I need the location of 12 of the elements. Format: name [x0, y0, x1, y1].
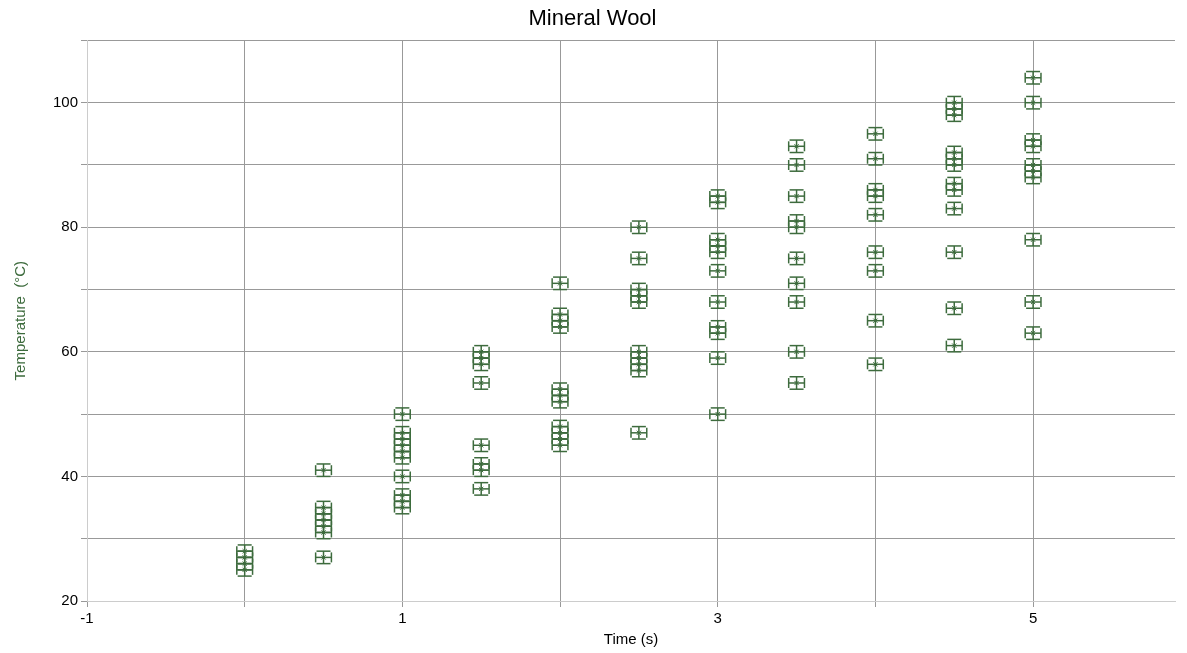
chart-title: Mineral Wool	[528, 5, 657, 31]
y-tick-label: 100	[52, 92, 78, 110]
x-tick-label: 1	[398, 609, 407, 627]
y-tick-label: 20	[61, 591, 78, 609]
x-tick-label: -1	[80, 609, 94, 627]
y-tick-label: 80	[61, 217, 78, 235]
y-tick-label: 60	[61, 341, 78, 359]
y-tick-label: 40	[61, 466, 78, 484]
y-axis-title: Temperature (°C)	[11, 261, 29, 381]
x-axis-title: Time (s)	[603, 630, 659, 648]
x-tick-label: 3	[713, 609, 722, 627]
x-tick-label: 5	[1028, 609, 1038, 627]
